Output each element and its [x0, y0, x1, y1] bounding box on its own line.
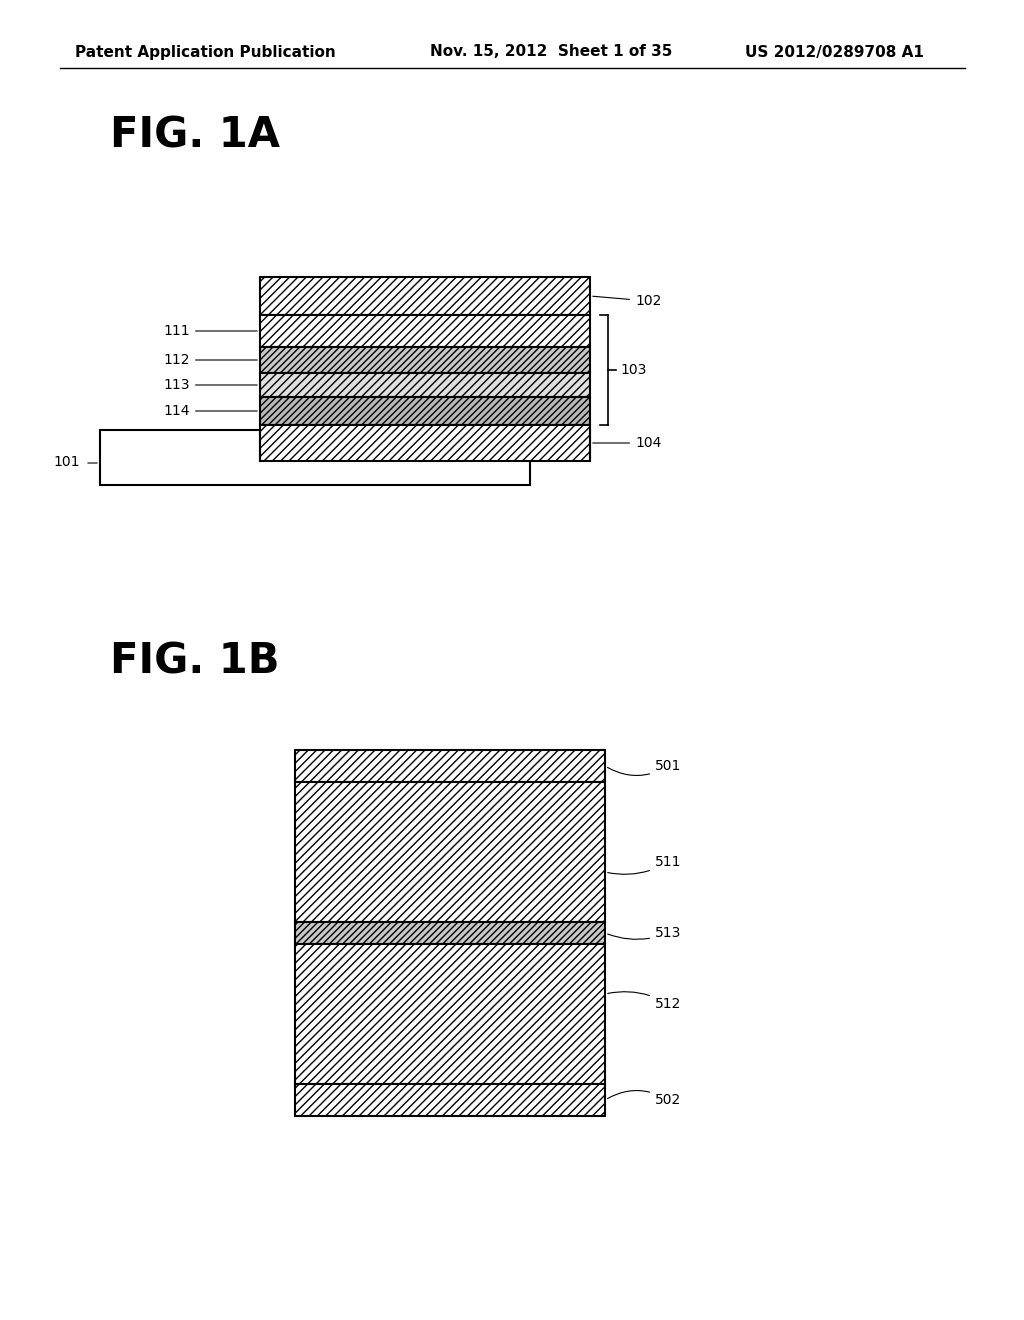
Bar	[295, 944, 605, 1084]
Bar	[260, 374, 590, 397]
Bar	[295, 750, 605, 781]
Bar	[260, 277, 590, 315]
Text: FIG. 1B: FIG. 1B	[110, 640, 280, 682]
Bar	[295, 921, 605, 944]
Text: 502: 502	[607, 1090, 681, 1107]
Text: 512: 512	[607, 991, 681, 1011]
Bar	[295, 781, 605, 921]
Bar	[295, 1084, 605, 1115]
Text: 103: 103	[620, 363, 646, 378]
Text: 104: 104	[593, 436, 662, 450]
Bar	[260, 315, 590, 347]
Text: 102: 102	[593, 294, 662, 308]
Bar	[260, 347, 590, 374]
Text: FIG. 1A: FIG. 1A	[110, 115, 280, 157]
Bar	[260, 397, 590, 425]
Text: 114: 114	[164, 404, 257, 418]
Text: 101: 101	[53, 455, 80, 470]
Text: Nov. 15, 2012  Sheet 1 of 35: Nov. 15, 2012 Sheet 1 of 35	[430, 45, 673, 59]
Bar	[260, 425, 590, 461]
Text: 513: 513	[607, 927, 681, 940]
Text: 111: 111	[164, 323, 257, 338]
Text: Patent Application Publication: Patent Application Publication	[75, 45, 336, 59]
Text: 511: 511	[607, 855, 682, 874]
Text: 113: 113	[164, 378, 257, 392]
Bar	[100, 430, 530, 484]
Text: 112: 112	[164, 352, 257, 367]
Text: 501: 501	[607, 759, 681, 775]
Text: US 2012/0289708 A1: US 2012/0289708 A1	[745, 45, 924, 59]
